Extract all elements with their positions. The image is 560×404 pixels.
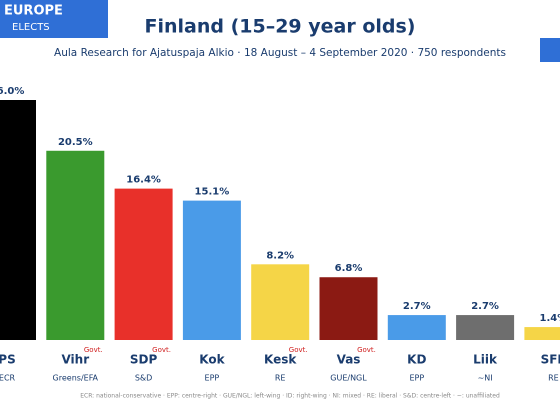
category-label: Liik	[473, 353, 498, 367]
value-label: 2.7%	[403, 301, 431, 312]
footnote: ECR: national-conservative · EPP: centre…	[80, 393, 500, 400]
bar	[319, 277, 378, 340]
group-label: RE	[548, 374, 559, 383]
govt-label: Govt.	[152, 346, 171, 354]
govt-label: Govt.	[84, 346, 103, 354]
bar	[114, 188, 173, 340]
value-label: 16.4%	[126, 175, 161, 186]
group-label: EPP	[409, 374, 424, 383]
bar	[251, 264, 310, 340]
chart-title: Finland (15–29 year olds)	[144, 16, 415, 38]
bar	[0, 100, 36, 340]
govt-label: Govt.	[357, 346, 376, 354]
bar	[524, 327, 560, 340]
category-label: SDP	[130, 353, 158, 367]
value-label: 15.1%	[195, 187, 230, 198]
group-label: ECR	[0, 374, 16, 383]
value-label: 6.8%	[335, 263, 363, 274]
corner-box	[540, 38, 560, 62]
value-label: 8.2%	[266, 250, 294, 261]
bar	[387, 315, 446, 340]
logo-line: ELECTS	[12, 22, 50, 33]
group-label: Greens/EFA	[53, 374, 99, 383]
group-label: EPP	[205, 374, 220, 383]
value-label: 2.7%	[471, 301, 499, 312]
category-label: SFP	[541, 353, 560, 367]
chart-subtitle: Aula Research for Ajatuspaja Alkio · 18 …	[54, 47, 506, 59]
logo-box	[0, 0, 108, 38]
value-label: 26.0%	[0, 86, 24, 97]
category-label: Kok	[199, 353, 225, 367]
category-label: Vas	[337, 353, 361, 367]
category-label: Vihr	[61, 353, 89, 367]
govt-label: Govt.	[289, 346, 308, 354]
bar	[182, 200, 241, 340]
group-label: ~NI	[478, 374, 493, 383]
category-label: PS	[0, 353, 16, 367]
value-label: 20.5%	[58, 137, 93, 148]
category-label: KD	[407, 353, 426, 367]
bar	[46, 150, 105, 340]
bar	[456, 315, 515, 340]
group-label: GUE/NGL	[330, 374, 367, 383]
category-label: Kesk	[264, 353, 297, 367]
group-label: S&D	[135, 374, 152, 383]
group-label: RE	[275, 374, 286, 383]
value-label: 1.4%	[540, 313, 560, 324]
logo-line: EUROPE	[4, 4, 63, 19]
